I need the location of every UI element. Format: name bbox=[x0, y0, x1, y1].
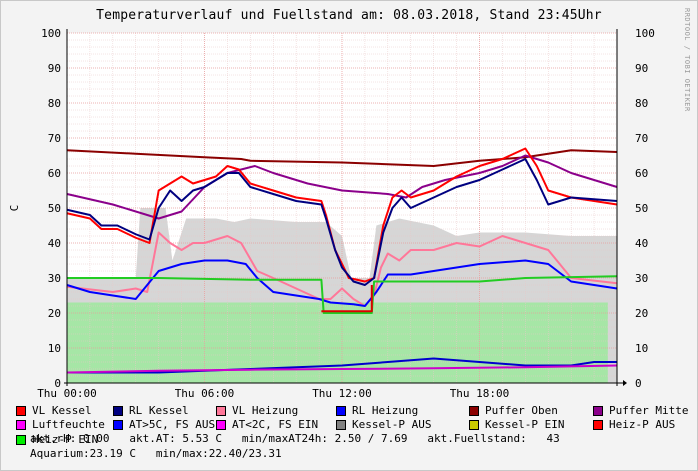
legend-item: VL Kessel bbox=[16, 404, 92, 417]
legend-item: Kessel-P EIN bbox=[469, 418, 564, 431]
legend-swatch bbox=[16, 405, 26, 416]
legend-item: Puffer Mitte bbox=[593, 404, 688, 417]
y-tick-label-left: 80 bbox=[48, 97, 61, 110]
x-tick-label: Thu 12:00 bbox=[312, 387, 372, 400]
series-at-2c-fs-ein bbox=[67, 275, 618, 314]
y-tick-label-left: 10 bbox=[48, 342, 61, 355]
y-tick-label-left: 20 bbox=[48, 307, 61, 320]
legend-label: Puffer Mitte bbox=[609, 404, 689, 417]
legend-item: Heiz-P EIN bbox=[16, 433, 98, 446]
x-axis-arrow bbox=[623, 380, 627, 386]
y-tick-label-right: 60 bbox=[635, 167, 648, 180]
legend-item: Luftfeuchte bbox=[16, 418, 105, 431]
legend-label: Puffer Oben bbox=[485, 404, 558, 417]
legend-swatch bbox=[216, 419, 226, 430]
y-tick-label-left: 60 bbox=[48, 167, 61, 180]
rrdtool-watermark: RRDTOOL / TOBI OETIKER bbox=[683, 8, 691, 112]
series-rl-heizung bbox=[66, 259, 618, 307]
legend-swatch bbox=[469, 405, 479, 416]
y-tick-label-right: 70 bbox=[635, 132, 648, 145]
y-tick-label-left: 50 bbox=[48, 202, 61, 215]
series-puffer-oben bbox=[66, 149, 618, 167]
legend-item: Kessel-P AUS bbox=[336, 418, 431, 431]
y-tick-label-right: 40 bbox=[635, 237, 648, 250]
y-tick-label-right: 100 bbox=[635, 27, 655, 40]
legend-swatch bbox=[113, 405, 123, 416]
y-tick-label-left: 30 bbox=[48, 272, 61, 285]
y-tick-label-left: 40 bbox=[48, 237, 61, 250]
stats-line-aquarium: Aquarium:23.19 C min/max:22.40/23.31 bbox=[30, 447, 282, 460]
legend-label: RL Kessel bbox=[129, 404, 189, 417]
legend-swatch bbox=[593, 405, 603, 416]
x-tick-label: Thu 00:00 bbox=[37, 387, 97, 400]
y-tick-label-right: 10 bbox=[635, 342, 648, 355]
legend-swatch bbox=[336, 419, 346, 430]
chart-svg: 0 0 10 10 20 20 30 30 40 40 50 50 60 60 70 70 80 80 90 90 10… bbox=[8, 27, 655, 400]
y-tick-label-right: 50 bbox=[635, 202, 648, 215]
legend-swatch bbox=[16, 419, 26, 430]
y-axis-label: C bbox=[8, 205, 21, 212]
legend-item: AT<2C, FS EIN bbox=[216, 418, 318, 431]
legend-label: AT<2C, FS EIN bbox=[232, 418, 319, 431]
legend-item: Puffer Oben bbox=[469, 404, 558, 417]
series-vl-kessel bbox=[66, 147, 618, 283]
chart-title: Temperaturverlauf und Fuellstand am: 08.… bbox=[96, 8, 602, 23]
legend-item: Heiz-P AUS bbox=[593, 418, 675, 431]
legend-swatch bbox=[469, 419, 479, 430]
y-tick-label-left: 100 bbox=[41, 27, 61, 40]
x-tick-label: Thu 18:00 bbox=[450, 387, 510, 400]
legend-item: RL Kessel bbox=[113, 404, 189, 417]
series-rl-kessel bbox=[66, 158, 618, 286]
x-tick-label: Thu 06:00 bbox=[175, 387, 235, 400]
series-puffer-mitte bbox=[66, 154, 618, 220]
legend-item: VL Heizung bbox=[216, 404, 298, 417]
legend-label: Heiz-P AUS bbox=[609, 418, 676, 431]
stats-line-current: akt.rH: 0.00 akt.AT: 5.53 C min/maxAT24h… bbox=[30, 432, 560, 445]
legend-label: VL Kessel bbox=[32, 404, 92, 417]
legend-swatch bbox=[113, 419, 123, 430]
series-luftfeuchte bbox=[66, 364, 618, 374]
legend-label: RL Heizung bbox=[352, 404, 419, 417]
y-tick-label-right: 20 bbox=[635, 307, 648, 320]
y-tick-label-right: 90 bbox=[635, 62, 648, 75]
legend-swatch bbox=[336, 405, 346, 416]
legend-label: AT>5C, FS AUS bbox=[129, 418, 216, 431]
y-tick-label-left: 70 bbox=[48, 132, 61, 145]
legend-item: RL Heizung bbox=[336, 404, 418, 417]
series-vl-heizung bbox=[66, 231, 618, 307]
y-tick-label-right: 30 bbox=[635, 272, 648, 285]
area-heiz-p-ein bbox=[67, 302, 608, 383]
legend-swatch bbox=[16, 434, 26, 445]
series-heiz-p-aus bbox=[321, 285, 373, 313]
legend-label: Kessel-P EIN bbox=[485, 418, 565, 431]
y-tick-label-left: 0 bbox=[54, 377, 61, 390]
legend-item: AT>5C, FS AUS bbox=[113, 418, 215, 431]
legend-label: Luftfeuchte bbox=[32, 418, 105, 431]
y-tick-label-left: 90 bbox=[48, 62, 61, 75]
legend-label: Heiz-P EIN bbox=[32, 433, 99, 446]
legend-label: VL Heizung bbox=[232, 404, 299, 417]
y-tick-label-right: 0 bbox=[635, 377, 642, 390]
y-tick-label-right: 80 bbox=[635, 97, 648, 110]
legend-label: Kessel-P AUS bbox=[352, 418, 432, 431]
legend-swatch bbox=[216, 405, 226, 416]
legend-swatch bbox=[593, 419, 603, 430]
